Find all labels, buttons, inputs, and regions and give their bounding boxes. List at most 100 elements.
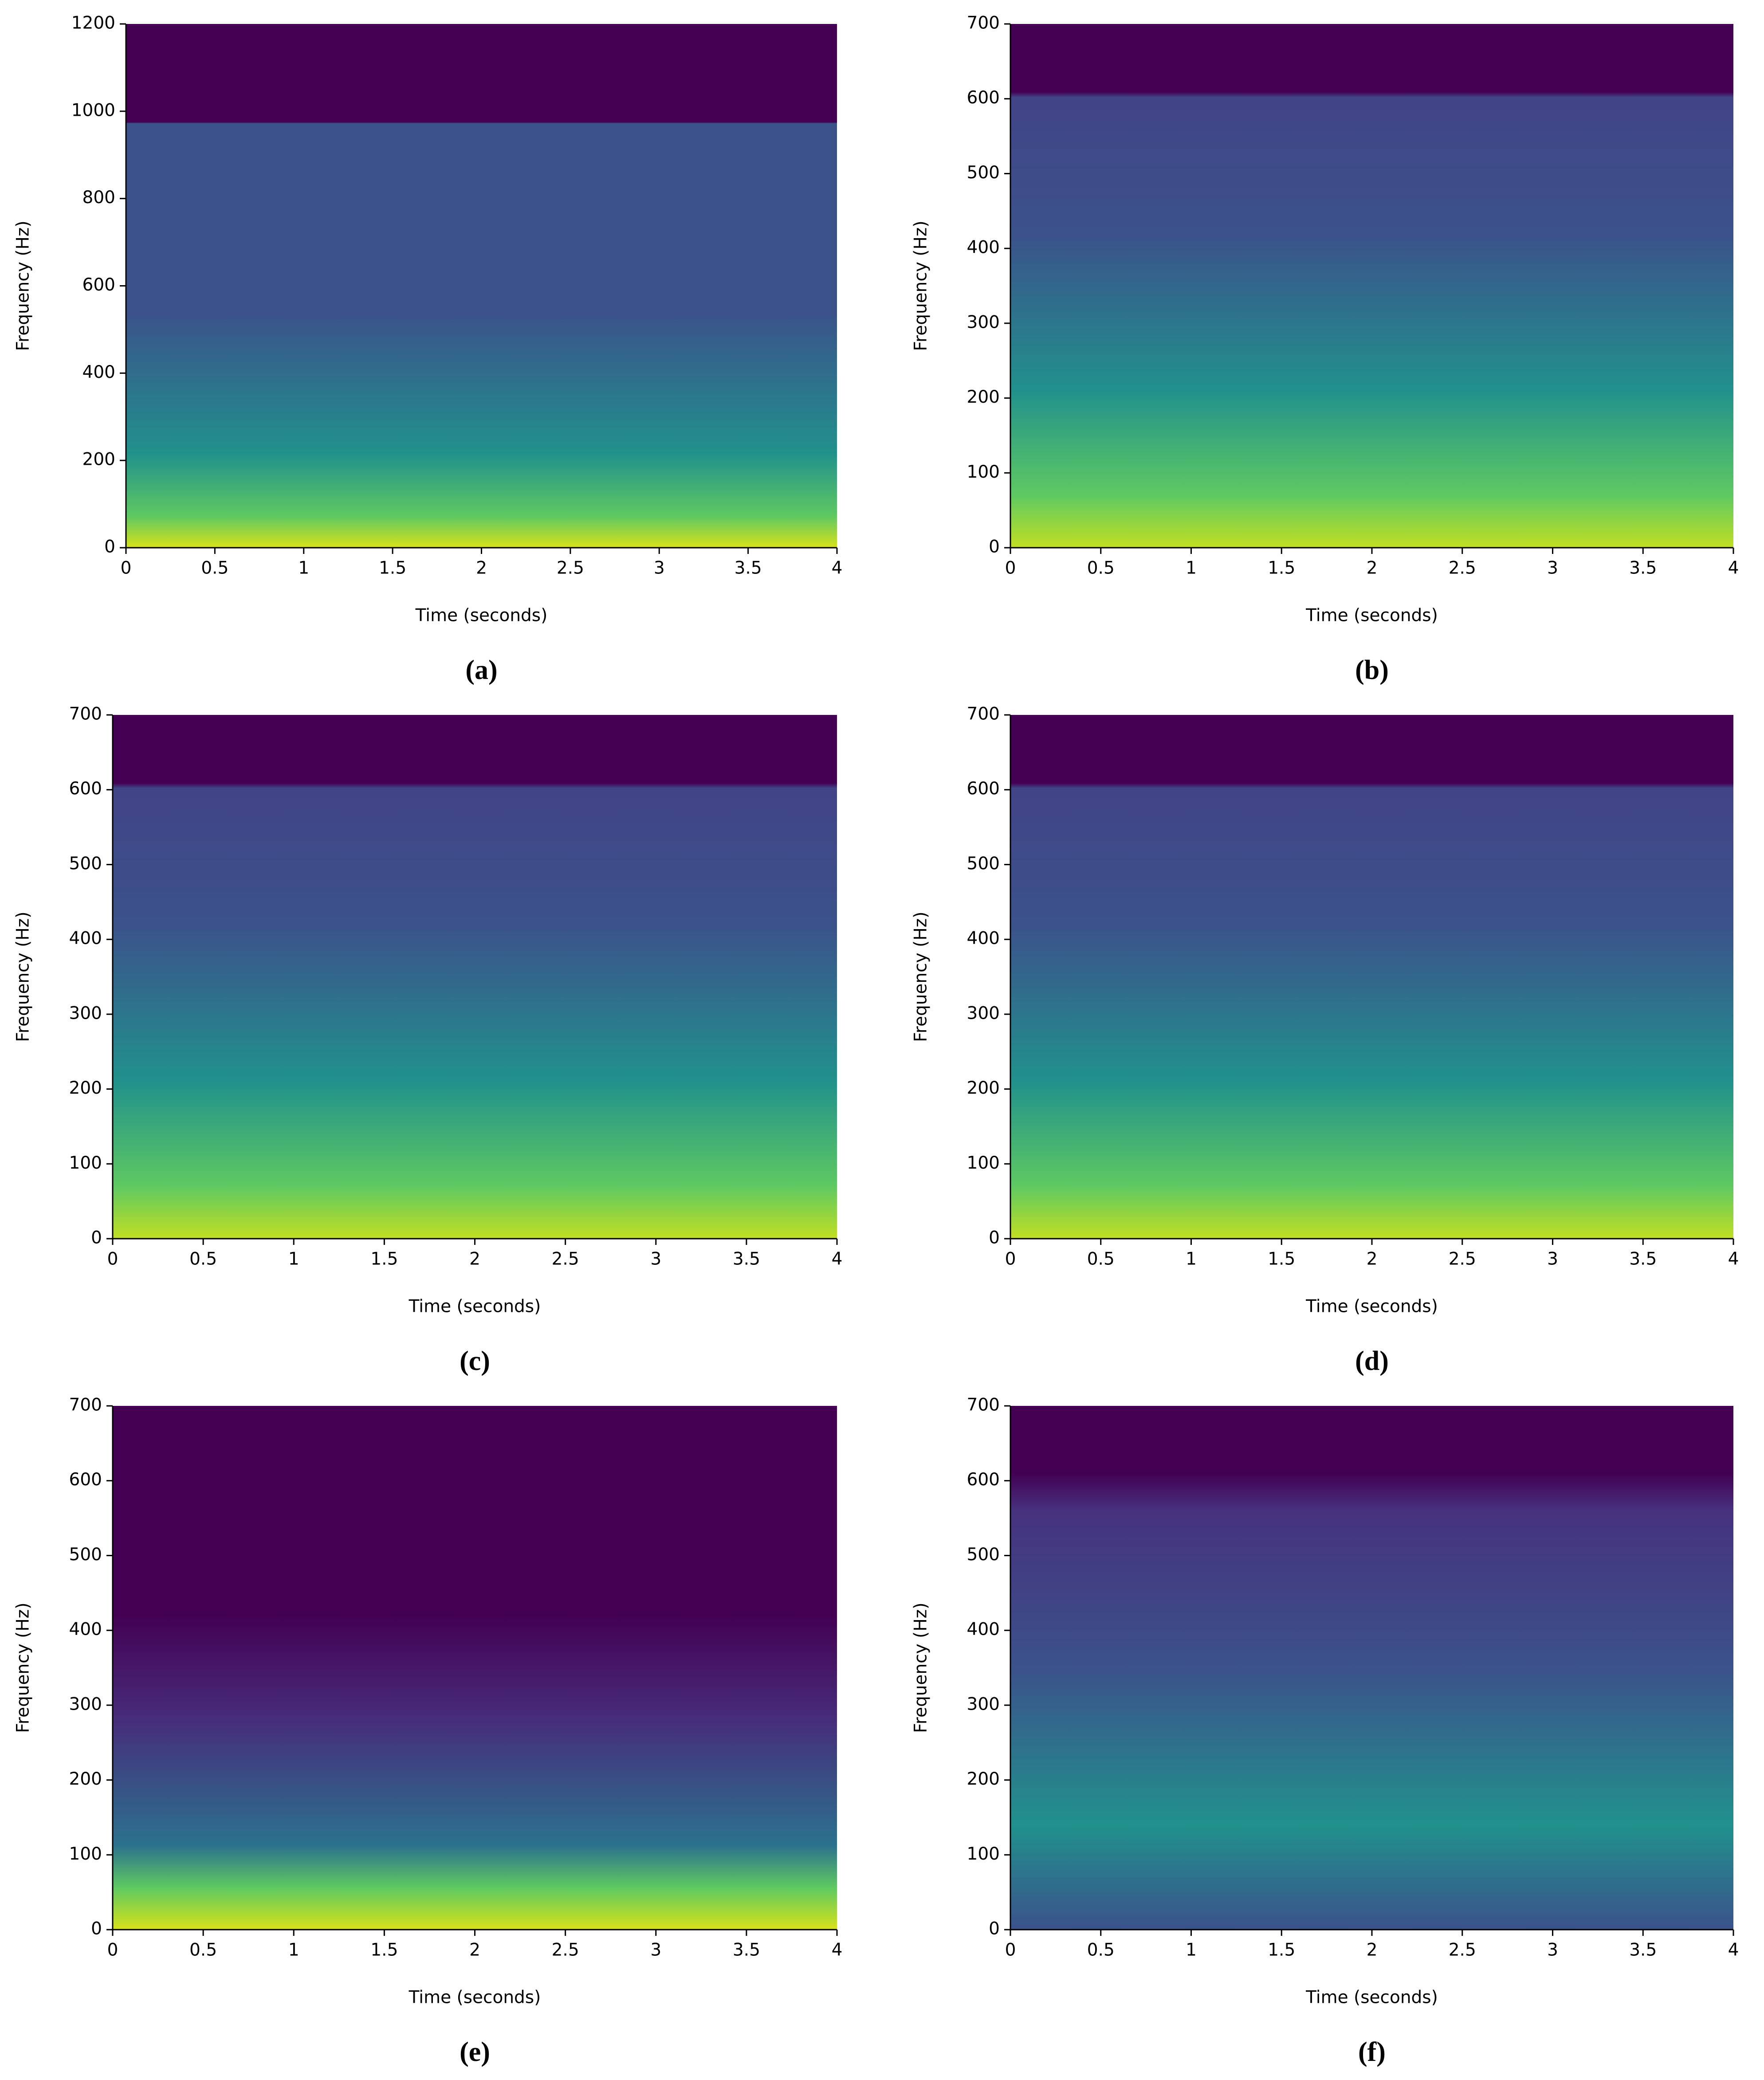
x-tick-label: 0.5 bbox=[189, 1249, 217, 1269]
x-tick-label: 2.5 bbox=[552, 1249, 579, 1269]
y-tick-label: 200 bbox=[69, 1769, 102, 1789]
x-tick-label: 3 bbox=[1547, 1940, 1558, 1960]
x-tick-label: 2.5 bbox=[1449, 1940, 1476, 1960]
y-axis-label: Frequency (Hz) bbox=[911, 1602, 931, 1733]
panel: 0 0.5 1 1.5 2 2.5 3 3.5 4 0 100 200 300 400 500 600 700 T… bbox=[13, 704, 843, 1377]
x-tick-label: 3.5 bbox=[733, 1249, 760, 1269]
y-tick-label: 400 bbox=[69, 929, 102, 949]
y-tick-label: 300 bbox=[69, 1003, 102, 1023]
spectrogram-image bbox=[1010, 715, 1733, 1239]
x-tick-label: 0 bbox=[1005, 1249, 1016, 1269]
y-tick-label: 700 bbox=[967, 1395, 1000, 1415]
y-tick-label: 100 bbox=[967, 1153, 1000, 1173]
y-tick-label: 300 bbox=[967, 1694, 1000, 1714]
y-tick-label: 600 bbox=[69, 1470, 102, 1490]
x-tick-label: 3.5 bbox=[735, 558, 762, 578]
y-tick-label: 600 bbox=[83, 275, 115, 295]
x-tick-label: 1 bbox=[298, 558, 309, 578]
y-tick-label: 500 bbox=[967, 163, 1000, 183]
y-tick-label: 800 bbox=[83, 188, 115, 208]
x-axis-label: Time (seconds) bbox=[409, 1988, 541, 2008]
x-tick-label: 3.5 bbox=[1629, 558, 1657, 578]
panel: 0 0.5 1 1.5 2 2.5 3 3.5 4 0 100 200 300 400 500 600 700 T… bbox=[911, 1395, 1739, 2068]
y-tick-label: 700 bbox=[967, 13, 1000, 33]
y-tick-label: 200 bbox=[967, 1078, 1000, 1098]
x-tick-label: 1 bbox=[1186, 558, 1197, 578]
y-tick-label: 0 bbox=[989, 1228, 1000, 1248]
panel-caption: (d) bbox=[1355, 1346, 1389, 1376]
x-tick-label: 1 bbox=[1186, 1940, 1197, 1960]
x-tick-label: 1 bbox=[288, 1940, 299, 1960]
y-tick-label: 500 bbox=[967, 854, 1000, 874]
x-axis-label: Time (seconds) bbox=[1305, 1297, 1438, 1317]
x-tick-label: 4 bbox=[1728, 1249, 1739, 1269]
x-tick-label: 0 bbox=[107, 1249, 118, 1269]
y-tick-label: 100 bbox=[967, 462, 1000, 482]
y-tick-label: 400 bbox=[69, 1620, 102, 1640]
x-tick-label: 0.5 bbox=[189, 1940, 217, 1960]
y-axis-label: Frequency (Hz) bbox=[911, 911, 931, 1042]
y-tick-label: 300 bbox=[69, 1694, 102, 1714]
x-tick-label: 3.5 bbox=[733, 1940, 760, 1960]
x-axis-label: Time (seconds) bbox=[1305, 606, 1438, 626]
x-axis-label: Time (seconds) bbox=[409, 1297, 541, 1317]
y-tick-label: 500 bbox=[69, 854, 102, 874]
x-tick-label: 1.5 bbox=[1268, 1249, 1295, 1269]
x-tick-label: 0.5 bbox=[1087, 1249, 1115, 1269]
spectrogram-image bbox=[1010, 1406, 1733, 1930]
x-tick-label: 2.5 bbox=[552, 1940, 579, 1960]
x-axis-label: Time (seconds) bbox=[1305, 1988, 1438, 2008]
x-tick-label: 4 bbox=[1728, 558, 1739, 578]
spectrogram-image bbox=[1010, 24, 1733, 548]
x-tick-label: 3 bbox=[1547, 1249, 1558, 1269]
y-tick-label: 300 bbox=[967, 312, 1000, 332]
x-tick-label: 1.5 bbox=[370, 1940, 398, 1960]
x-tick-label: 0 bbox=[1005, 558, 1016, 578]
y-tick-label: 100 bbox=[69, 1844, 102, 1864]
x-tick-label: 2 bbox=[1367, 558, 1378, 578]
x-tick-label: 1.5 bbox=[1268, 1940, 1295, 1960]
x-tick-label: 3 bbox=[654, 558, 665, 578]
spectrogram-image bbox=[126, 24, 837, 548]
y-tick-label: 1000 bbox=[71, 100, 115, 120]
x-tick-label: 2 bbox=[1367, 1249, 1378, 1269]
x-tick-label: 2.5 bbox=[1449, 1249, 1476, 1269]
y-tick-label: 400 bbox=[967, 238, 1000, 258]
x-tick-label: 2.5 bbox=[1449, 558, 1476, 578]
x-tick-label: 2 bbox=[1367, 1940, 1378, 1960]
panel-caption: (c) bbox=[460, 1346, 490, 1376]
y-tick-label: 400 bbox=[967, 1620, 1000, 1640]
x-tick-label: 1.5 bbox=[370, 1249, 398, 1269]
y-tick-label: 600 bbox=[967, 779, 1000, 799]
x-tick-label: 1.5 bbox=[379, 558, 406, 578]
x-tick-label: 1 bbox=[288, 1249, 299, 1269]
x-tick-label: 0 bbox=[121, 558, 132, 578]
y-tick-label: 700 bbox=[69, 1395, 102, 1415]
y-tick-label: 0 bbox=[989, 1919, 1000, 1939]
panel-caption: (f) bbox=[1358, 2037, 1386, 2067]
panel-caption: (e) bbox=[460, 2037, 490, 2067]
y-tick-label: 0 bbox=[91, 1919, 102, 1939]
x-tick-label: 2 bbox=[469, 1249, 480, 1269]
y-tick-label: 100 bbox=[967, 1844, 1000, 1864]
x-tick-label: 4 bbox=[832, 558, 843, 578]
spectrogram-image bbox=[113, 1406, 837, 1930]
y-axis-label: Frequency (Hz) bbox=[13, 911, 33, 1042]
y-tick-label: 400 bbox=[967, 929, 1000, 949]
x-tick-label: 3.5 bbox=[1629, 1940, 1657, 1960]
y-tick-label: 600 bbox=[967, 88, 1000, 108]
panel: 0 0.5 1 1.5 2 2.5 3 3.5 4 0 100 200 300 400 500 600 700 T… bbox=[911, 704, 1739, 1377]
y-tick-label: 0 bbox=[989, 537, 1000, 557]
x-tick-label: 2 bbox=[476, 558, 487, 578]
y-tick-label: 500 bbox=[69, 1545, 102, 1565]
y-tick-label: 200 bbox=[967, 1769, 1000, 1789]
panel: 0 0.5 1 1.5 2 2.5 3 3.5 4 0 100 200 300 400 500 600 700 T… bbox=[13, 1395, 843, 2068]
x-tick-label: 4 bbox=[832, 1940, 843, 1960]
y-tick-label: 500 bbox=[967, 1545, 1000, 1565]
x-tick-label: 0.5 bbox=[1087, 1940, 1115, 1960]
x-tick-label: 4 bbox=[832, 1249, 843, 1269]
panel-caption: (a) bbox=[465, 655, 497, 685]
y-tick-label: 200 bbox=[83, 450, 115, 470]
y-tick-label: 700 bbox=[967, 704, 1000, 724]
y-tick-label: 1200 bbox=[71, 13, 115, 33]
